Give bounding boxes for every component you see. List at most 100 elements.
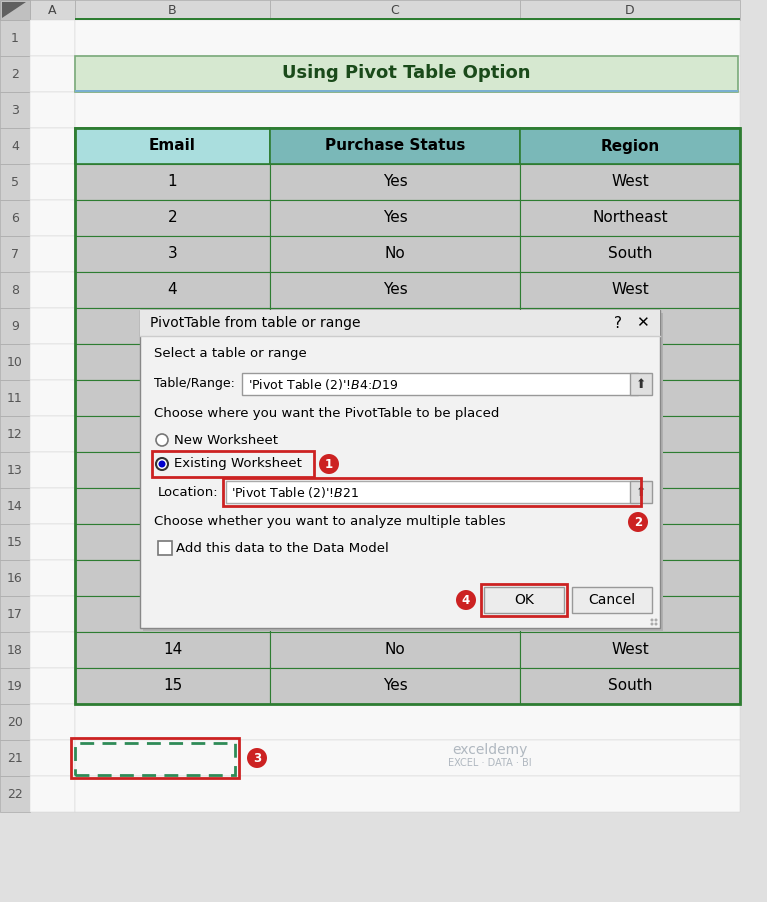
Bar	[270, 632, 520, 668]
Text: 4: 4	[11, 140, 19, 152]
Bar	[75, 308, 270, 344]
Bar	[75, 704, 740, 740]
Bar	[75, 18, 740, 20]
Text: 12: 12	[7, 428, 23, 440]
Bar	[520, 200, 740, 236]
Bar	[270, 200, 520, 236]
Bar	[242, 373, 638, 395]
Bar	[75, 236, 740, 272]
Bar	[75, 524, 740, 560]
Text: 15: 15	[7, 536, 23, 548]
Text: 16: 16	[7, 572, 23, 584]
Bar	[0, 704, 30, 740]
Bar	[520, 236, 740, 272]
Text: West: West	[611, 174, 649, 189]
Bar	[75, 380, 740, 416]
Text: 5: 5	[11, 176, 19, 189]
Bar	[30, 488, 75, 524]
Text: 'Pivot Table (2)'!$B$21: 'Pivot Table (2)'!$B$21	[231, 484, 359, 500]
Bar	[75, 236, 270, 272]
Text: 3: 3	[168, 246, 177, 262]
Bar	[75, 632, 740, 668]
Bar	[270, 416, 520, 452]
Bar	[270, 344, 520, 380]
Bar	[572, 587, 652, 613]
Bar	[270, 272, 520, 308]
Bar	[0, 416, 30, 452]
Text: PivotTable from table or range: PivotTable from table or range	[150, 316, 360, 330]
Bar	[30, 776, 75, 812]
Bar	[75, 344, 740, 380]
Text: South: South	[607, 678, 652, 694]
Text: 5: 5	[168, 318, 177, 334]
Text: C: C	[390, 4, 400, 16]
Bar	[270, 0, 520, 20]
Bar	[520, 128, 740, 164]
Text: 4: 4	[462, 594, 470, 606]
Bar	[75, 560, 270, 596]
Bar	[75, 128, 270, 164]
Bar	[270, 236, 520, 272]
Circle shape	[319, 454, 339, 474]
Bar	[75, 272, 270, 308]
Text: 2: 2	[11, 68, 19, 80]
Bar	[75, 128, 740, 164]
Text: 'Pivot Table (2)'!$B$4:$D$19: 'Pivot Table (2)'!$B$4:$D$19	[248, 376, 398, 391]
Bar	[75, 56, 740, 92]
Bar	[270, 668, 520, 704]
Text: Table/Range:: Table/Range:	[154, 378, 235, 391]
Bar	[75, 743, 235, 775]
Text: Yes: Yes	[383, 678, 407, 694]
Bar	[520, 272, 740, 308]
Bar	[270, 596, 520, 632]
Bar	[75, 668, 740, 704]
Bar	[520, 560, 740, 596]
Text: 11: 11	[7, 391, 23, 404]
Text: Yes: Yes	[383, 174, 407, 189]
Text: 22: 22	[7, 787, 23, 800]
Bar	[30, 596, 75, 632]
Bar	[30, 56, 75, 92]
Circle shape	[654, 619, 657, 621]
Text: 14: 14	[7, 500, 23, 512]
Text: Mid: Mid	[617, 318, 644, 334]
Text: Add this data to the Data Model: Add this data to the Data Model	[176, 541, 389, 555]
Bar	[75, 308, 740, 344]
Bar	[158, 541, 172, 555]
Text: West: West	[611, 282, 649, 298]
Bar	[0, 740, 30, 776]
Bar	[270, 164, 520, 200]
Bar	[75, 0, 270, 20]
Bar	[30, 668, 75, 704]
Text: Choose where you want the PivotTable to be placed: Choose where you want the PivotTable to …	[154, 408, 499, 420]
Text: 4: 4	[168, 282, 177, 298]
Bar	[75, 272, 740, 308]
Bar	[30, 632, 75, 668]
Bar	[30, 740, 75, 776]
Text: ✕: ✕	[636, 316, 648, 330]
Bar	[0, 164, 30, 200]
Bar	[30, 0, 75, 20]
Circle shape	[247, 748, 267, 768]
Bar	[75, 452, 740, 488]
Text: Email: Email	[149, 139, 196, 153]
Text: 3: 3	[11, 104, 19, 116]
Text: ⬆: ⬆	[636, 378, 647, 391]
Text: 7: 7	[11, 247, 19, 261]
Bar	[520, 0, 740, 20]
Text: OK: OK	[514, 593, 534, 607]
Bar	[30, 128, 75, 164]
Text: 1: 1	[325, 457, 333, 471]
Text: Cancel: Cancel	[588, 593, 636, 607]
Bar	[75, 596, 270, 632]
Text: exceldemy: exceldemy	[453, 743, 528, 757]
Bar	[270, 452, 520, 488]
Bar	[270, 488, 520, 524]
Bar	[481, 584, 567, 616]
Bar	[520, 524, 740, 560]
Bar	[520, 488, 740, 524]
Text: 21: 21	[7, 751, 23, 765]
Text: 15: 15	[163, 678, 182, 694]
Text: 6: 6	[11, 211, 19, 225]
Text: 3: 3	[253, 751, 261, 765]
